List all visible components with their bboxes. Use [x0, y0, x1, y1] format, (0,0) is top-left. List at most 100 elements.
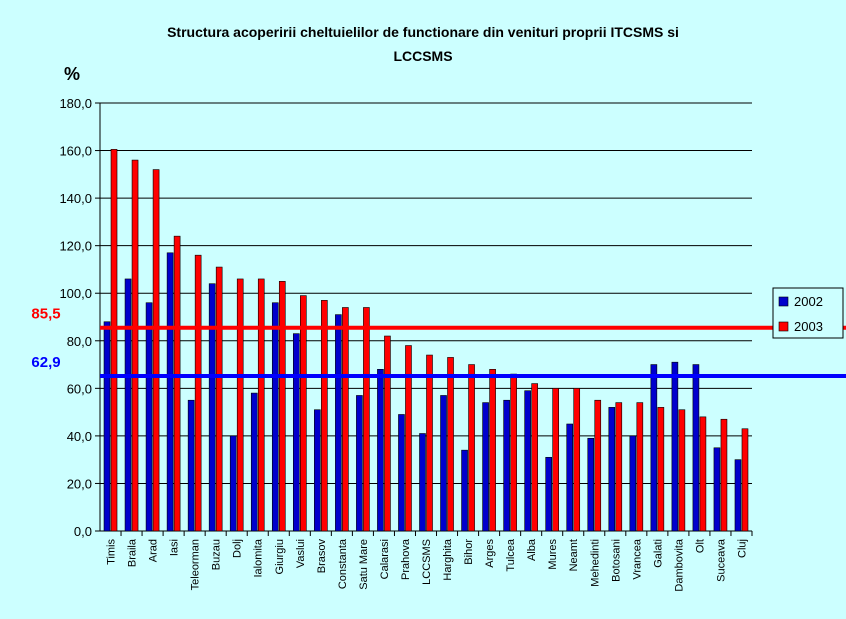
bar-2003: [405, 345, 412, 532]
bar-2003: [489, 369, 496, 532]
bar-2003: [678, 409, 686, 532]
category-label: Olt: [694, 539, 706, 553]
bar-2002: [671, 361, 679, 532]
category-label: Galati: [652, 539, 664, 568]
category-label: Neamt: [568, 539, 580, 571]
chart-title-line-2: LCCSMS: [393, 48, 452, 64]
bar-2003: [447, 357, 454, 532]
legend-swatch: [778, 296, 789, 307]
y-tick-label: 140,0: [59, 191, 92, 206]
category-label: Timis: [106, 539, 118, 565]
bar-2002: [377, 369, 384, 532]
category-label: Vrancea: [631, 538, 643, 579]
y-tick-label: 20,0: [67, 476, 92, 491]
bar-2003: [278, 281, 286, 532]
category-label: Mures: [547, 539, 559, 570]
bar-2002: [587, 437, 595, 532]
legend: 2002 2003: [772, 287, 844, 339]
bar-2002: [461, 449, 468, 532]
bar-2002: [271, 302, 279, 532]
bar-2002: [356, 395, 363, 532]
category-label: Arges: [484, 539, 496, 568]
bar-2003: [342, 307, 349, 532]
bar-2002: [545, 456, 552, 532]
bar-2003: [152, 169, 160, 532]
bar-2002: [503, 399, 510, 532]
bar-2003: [110, 149, 118, 532]
y-tick-label: 80,0: [67, 334, 92, 349]
bar-2002: [314, 409, 321, 532]
bar-2002: [250, 392, 258, 532]
bar-2002: [650, 364, 658, 532]
chart-title-line-1: Structura acoperirii cheltuielilor de fu…: [167, 24, 679, 40]
bar-2003: [615, 402, 623, 532]
reference-line-label: 62,9: [31, 354, 60, 371]
legend-swatch: [778, 321, 789, 332]
bar-2002: [713, 447, 721, 532]
bar-2002: [208, 283, 216, 532]
category-label: Botosani: [610, 539, 622, 582]
bar-2002: [419, 433, 426, 532]
y-axis-unit-label: %: [64, 64, 80, 84]
bar-2003: [321, 300, 328, 532]
category-label: Tulcea: [505, 538, 517, 571]
bar-2003: [636, 402, 644, 532]
category-label: Braila: [127, 538, 139, 567]
category-label: Dambovita: [673, 538, 685, 591]
bar-2003: [384, 335, 391, 532]
reference-line-label: 85,5: [31, 306, 60, 323]
bar-2003: [552, 388, 559, 532]
category-label: Constanta: [337, 538, 349, 589]
category-label: Alba: [526, 538, 538, 561]
bar-2003: [131, 159, 139, 532]
bar-2003: [573, 388, 581, 532]
bar-2002: [166, 252, 174, 532]
category-label: Giurgiu: [274, 539, 286, 574]
bar-2003: [194, 254, 202, 532]
bar-2003: [594, 399, 602, 532]
bar-2002: [398, 414, 405, 532]
bar-2002: [629, 435, 637, 532]
plot-area: 0,0 20,0 40,0 60,0 80,0 100,0 120,0 140,0 160,0 1…: [59, 96, 753, 592]
y-tick-label: 160,0: [59, 144, 92, 159]
category-label: Arad: [148, 539, 160, 562]
legend-label: 2002: [794, 294, 823, 309]
bar-2003: [741, 428, 749, 532]
y-tick-label: 40,0: [67, 429, 92, 444]
bar-2003: [657, 407, 665, 532]
bar-2002: [229, 435, 237, 532]
bar-2002: [692, 364, 700, 532]
category-label: Satu Mare: [358, 539, 370, 590]
bar-2003: [426, 354, 433, 532]
category-label: Bihor: [463, 539, 475, 565]
bar-2003: [363, 307, 370, 532]
bar-2003: [257, 278, 265, 532]
y-tick-label: 60,0: [67, 381, 92, 396]
bar-2003: [510, 373, 517, 532]
y-tick-label: 120,0: [59, 239, 92, 254]
category-label: Buzau: [211, 539, 223, 570]
bar-2003: [236, 278, 244, 532]
bar-2003: [531, 383, 538, 532]
bar-2002: [124, 278, 132, 532]
bar-2003: [300, 295, 307, 532]
legend-label: 2003: [794, 319, 823, 334]
bar-2002: [103, 321, 111, 532]
category-label: Ialomita: [253, 538, 265, 577]
y-tick-label: 100,0: [59, 286, 92, 301]
category-label: Suceava: [715, 538, 727, 582]
bar-2002: [440, 395, 447, 532]
bar-2003: [699, 416, 707, 532]
category-label: Mehedinti: [589, 539, 601, 587]
bar-2002: [293, 333, 300, 532]
bar-2002: [524, 390, 531, 532]
category-label: Teleorman: [190, 539, 202, 590]
category-label: Vaslui: [295, 539, 307, 568]
y-tick-label: 180,0: [59, 96, 92, 111]
category-label: Calarasi: [379, 539, 391, 579]
bar-2003: [720, 418, 728, 532]
category-label: Dolj: [232, 539, 244, 558]
category-label: Iasi: [169, 539, 181, 556]
bar-2003: [173, 235, 181, 532]
